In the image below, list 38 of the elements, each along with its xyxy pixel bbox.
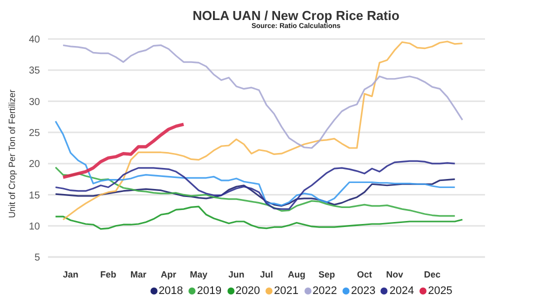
x-tick-label: Feb: [100, 269, 117, 280]
x-tick-label: Sep: [318, 269, 336, 280]
y-axis-title: Unit of Crop Per Ton of Fertilizer: [7, 90, 18, 218]
x-tick-label: Nov: [386, 269, 404, 280]
x-tick-label: Mar: [130, 269, 147, 280]
y-tick-label: 35: [28, 66, 40, 77]
legend-label: 2021: [274, 285, 298, 297]
y-tick-label: 30: [28, 96, 40, 108]
y-tick-label: 5: [34, 252, 40, 264]
line-series: [54, 120, 456, 206]
x-tick-label: Jun: [228, 269, 244, 280]
line-series: [62, 44, 464, 149]
legend-label: 2024: [389, 285, 414, 297]
chart-title: NOLA UAN / New Crop Rice Ratio: [192, 8, 400, 23]
line-series: [61, 122, 186, 179]
x-tick-label: Apr: [160, 269, 177, 280]
line-series: [54, 206, 464, 230]
y-tick-label: 10: [28, 221, 40, 232]
x-tick-label: Jul: [260, 269, 274, 280]
legend-label: 2018: [158, 285, 184, 297]
y-tick-label: 15: [28, 190, 40, 202]
legend-label: 2022: [312, 285, 337, 297]
y-tick-label: 25: [28, 128, 40, 139]
x-tick-label: May: [190, 269, 208, 280]
line-series: [54, 178, 456, 207]
x-tick-label: Jan: [62, 269, 78, 280]
legend-label: 2023: [350, 285, 376, 297]
y-tick-label: 40: [28, 34, 40, 46]
x-tick-label: Dec: [424, 269, 441, 280]
x-tick-label: Aug: [288, 269, 306, 280]
x-tick-label: Oct: [356, 269, 372, 280]
line-series: [54, 160, 456, 210]
line-series: [62, 40, 464, 220]
legend-label: 2025: [428, 285, 452, 297]
legend-label: 2020: [236, 285, 260, 297]
line-series: [54, 166, 456, 217]
y-tick-label: 20: [28, 159, 40, 170]
legend-label: 2019: [197, 285, 222, 297]
